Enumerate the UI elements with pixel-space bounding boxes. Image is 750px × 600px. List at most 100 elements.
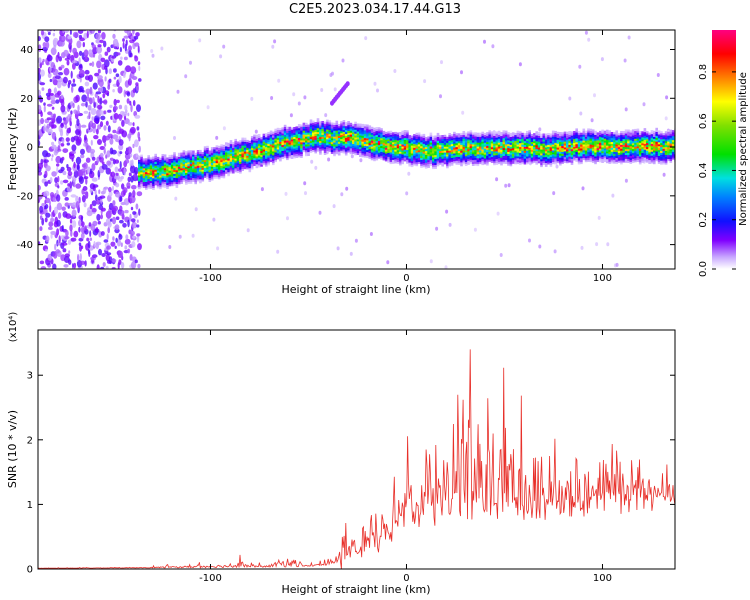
ridge-cell	[349, 148, 353, 151]
speckle-cell	[595, 242, 599, 247]
ridge-cell	[366, 124, 369, 127]
ridge-cell	[450, 144, 454, 147]
ridge-cell	[333, 126, 336, 129]
ridge-cell	[166, 167, 169, 170]
colorbar-label: Normalized spectral amplitude	[738, 72, 749, 226]
ridge-cell	[636, 132, 640, 135]
ridge-cell	[500, 135, 503, 139]
ridge-cell	[288, 134, 292, 137]
ridge-cell	[500, 132, 503, 135]
ridge-cell	[182, 173, 186, 176]
ridge-cell	[229, 161, 233, 164]
ridge-cell	[476, 134, 480, 137]
ridge-cell	[163, 170, 167, 173]
ridge-cell	[646, 144, 649, 147]
ridge-cell	[344, 129, 348, 133]
ridge-cell	[354, 123, 357, 126]
ridge-cell	[483, 150, 487, 153]
ridge-cell	[220, 163, 223, 166]
ridge-cell	[653, 148, 656, 151]
ridge-cell	[650, 141, 654, 144]
ridge-cell	[467, 156, 470, 159]
ridge-cell	[354, 145, 357, 148]
ridge-cell	[140, 166, 143, 169]
ridge-cell	[523, 144, 527, 147]
noise-cell	[69, 181, 73, 189]
ridge-cell	[547, 140, 550, 143]
noise-cell	[118, 209, 125, 216]
ridge-cell	[283, 146, 287, 149]
noise-cell	[123, 56, 128, 61]
ridge-cell	[587, 157, 590, 160]
ridge-cell	[255, 152, 259, 155]
ridge-cell	[149, 180, 153, 183]
ridge-cell	[206, 165, 209, 168]
ridge-cell	[185, 166, 188, 169]
noise-cell	[56, 115, 63, 124]
ridge-cell	[156, 162, 160, 165]
snr-series-line	[38, 349, 675, 569]
ridge-cell	[441, 152, 444, 155]
ridge-cell	[208, 158, 212, 161]
noise-cell	[99, 121, 104, 128]
ridge-cell	[265, 152, 268, 155]
ridge-cell	[370, 148, 374, 151]
ridge-cell	[417, 148, 421, 151]
ridge-cell	[382, 158, 386, 161]
ridge-cell	[589, 154, 593, 157]
ridge-cell	[664, 162, 668, 165]
ridge-cell	[471, 140, 475, 143]
ridge-cell	[549, 147, 553, 150]
ridge-cell	[347, 142, 350, 145]
ridge-cell	[450, 161, 454, 164]
ridge-cell	[627, 137, 630, 140]
ridge-cell	[389, 150, 393, 153]
ridge-cell	[352, 124, 355, 127]
ridge-cell	[664, 148, 668, 151]
ridge-cell	[363, 132, 367, 135]
ridge-cell	[225, 163, 228, 166]
ridge-cell	[606, 139, 609, 142]
ridge-cell	[152, 176, 155, 179]
noise-cell	[43, 124, 46, 133]
ridge-cell	[217, 149, 221, 152]
ridge-cell	[613, 132, 616, 135]
noise-cell	[89, 188, 93, 193]
ridge-cell	[159, 167, 162, 170]
noise-cell	[105, 265, 109, 269]
ridge-cell	[217, 157, 221, 160]
ridge-cell	[297, 137, 301, 140]
ridge-cell	[596, 148, 600, 151]
noise-cell	[40, 117, 44, 125]
ridge-cell	[170, 182, 174, 185]
noise-cell	[61, 156, 65, 161]
ridge-cell	[413, 147, 416, 150]
ridge-cell	[225, 157, 228, 161]
ridge-cell	[220, 158, 223, 161]
ridge-cell	[403, 143, 407, 146]
ridge-cell	[375, 150, 379, 153]
ridge-cell	[589, 130, 593, 133]
ridge-cell	[267, 143, 270, 146]
noise-cell	[73, 169, 79, 178]
ridge-cell	[474, 159, 477, 162]
ridge-cell	[641, 131, 644, 134]
ridge-cell	[401, 144, 404, 147]
ridge-cell	[203, 154, 207, 157]
ridge-cell	[173, 173, 176, 176]
ridge-cell	[624, 152, 628, 155]
ridge-cell	[173, 158, 176, 161]
ridge-cell	[354, 125, 357, 128]
noise-cell	[95, 194, 98, 202]
ridge-cell	[443, 156, 447, 159]
ridge-cell	[222, 146, 226, 149]
ridge-cell	[516, 152, 520, 155]
ridge-cell	[349, 122, 353, 125]
ridge-cell	[286, 134, 289, 137]
noise-cell	[54, 177, 58, 184]
ridge-cell	[366, 134, 369, 137]
noise-cell	[90, 139, 93, 146]
ridge-cell	[213, 166, 216, 169]
ridge-cell	[201, 155, 205, 159]
ridge-cell	[638, 131, 642, 134]
